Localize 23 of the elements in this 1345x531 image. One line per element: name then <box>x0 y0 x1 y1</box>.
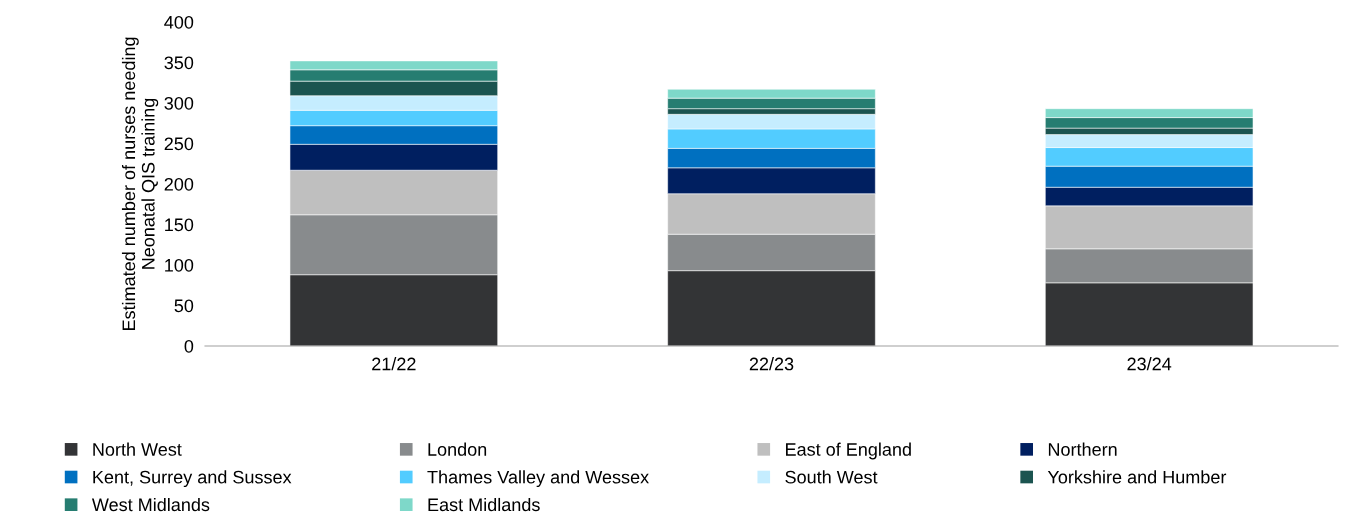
legend-label: West Midlands <box>91 497 210 512</box>
x-tick-label: 22/23 <box>749 357 794 371</box>
y-axis-title: Estimated number of nurses needing Neonatal QIS training <box>121 37 159 331</box>
y-tick-label: 100 <box>165 258 194 272</box>
y-tick-label: 350 <box>164 56 194 70</box>
legend-label: East of England <box>786 442 911 460</box>
y-tick-label: 150 <box>165 218 194 232</box>
legend-label: East Midlands <box>428 497 540 512</box>
y-tick-label: 300 <box>164 96 194 110</box>
legend-label: North West <box>93 442 182 456</box>
y-tick-label: 50 <box>174 299 194 313</box>
y-tick-label: 250 <box>164 137 194 151</box>
y-tick-label: 200 <box>164 177 194 191</box>
legend-label: Yorkshire and Humber <box>1047 470 1227 484</box>
legend-label: Thames Valley and Wessex <box>427 470 649 488</box>
x-tick-label: 21/22 <box>372 357 416 371</box>
legend-label: Northern <box>1048 442 1117 456</box>
y-tick-label: 0 <box>184 339 194 353</box>
legend-label: Kent, Surrey and Sussex <box>93 470 292 488</box>
legend-label: London <box>428 442 487 456</box>
x-tick-label: 23/24 <box>1127 357 1172 371</box>
legend-label: South West <box>785 470 878 484</box>
y-tick-label: 400 <box>164 15 194 29</box>
